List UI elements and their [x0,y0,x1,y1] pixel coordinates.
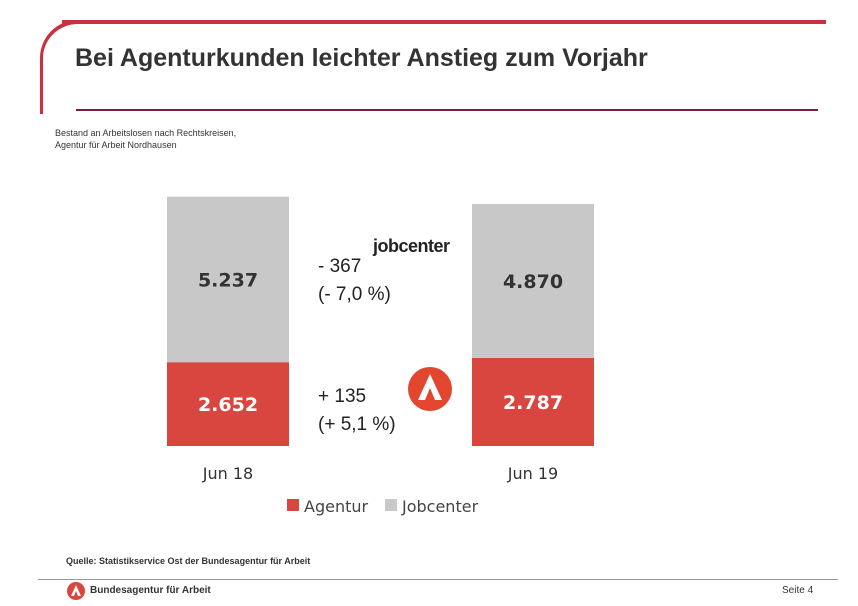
page-number: Seite 4 [782,585,814,596]
category-label: Jun 18 [202,464,253,483]
category-label: Jun 19 [507,464,558,483]
footer-brand: Bundesagentur für Arbeit [90,585,211,596]
bar-agentur [472,357,594,446]
ba-logo-icon [67,582,85,600]
bar-jobcenter [472,204,594,358]
data-label: 5.237 [198,269,258,291]
data-label: 2.652 [198,394,258,416]
ba-logo-arrow-icon [418,374,442,400]
data-label: 4.870 [503,271,563,293]
subtitle-line: Bestand an Arbeitslosen nach Rechtskreis… [55,128,237,138]
legend-label: Jobcenter [401,497,479,516]
page-title: Bei Agenturkunden leichter Anstieg zum V… [75,44,648,72]
jobcenter-logo: jobcenter [372,236,450,256]
annotation-jobcenter-change: - 367 [318,256,361,277]
bar-agentur [167,362,289,446]
annotation-jobcenter-percent: (- 7,0 %) [318,284,391,305]
bar-jobcenter [167,196,289,363]
legend-swatch-jobcenter [385,499,397,511]
annotation-agentur-percent: (+ 5,1 %) [318,414,396,435]
legend-swatch-agentur [287,499,299,511]
footer-divider [38,579,838,580]
frame-top-line [62,20,826,24]
chart-subtitle: Bestand an Arbeitslosen nach Rechtskreis… [55,127,236,151]
annotation-agentur-change: + 135 [318,386,366,407]
legend-label: Agentur [304,497,369,516]
subtitle-line: Agentur für Arbeit Nordhausen [55,140,177,150]
data-label: 2.787 [503,392,563,414]
ba-logo-icon [408,367,452,411]
title-divider [76,109,818,111]
source-note: Quelle: Statistikservice Ost der Bundesa… [66,556,311,566]
